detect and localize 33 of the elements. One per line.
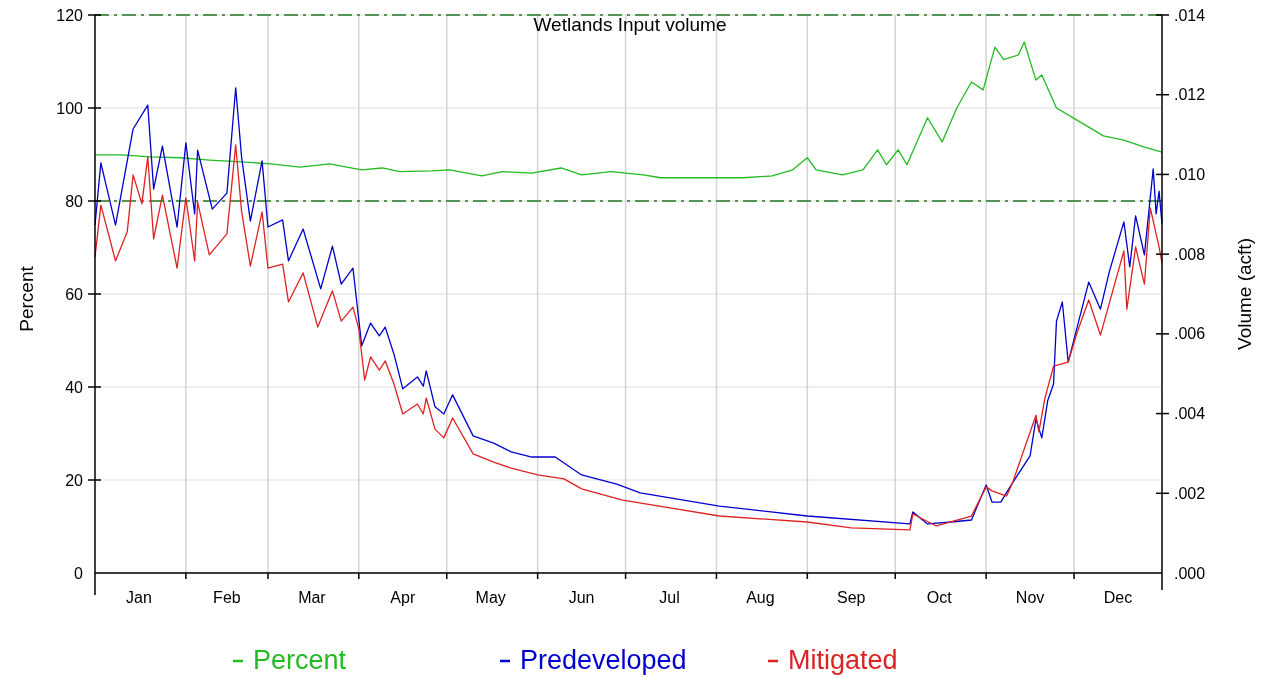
x-tick-label: May: [475, 588, 506, 606]
y-axis-title: Percent: [15, 265, 37, 332]
legend-label: Mitigated: [788, 645, 898, 676]
x-tick-label: Jan: [126, 588, 152, 606]
y2-tick-label: .006: [1174, 325, 1206, 343]
y2-tick-label: .014: [1174, 6, 1206, 24]
y-tick-label: 40: [65, 378, 84, 396]
y2-tick-label: .000: [1174, 564, 1206, 582]
chart-title: Wetlands Input volume: [533, 13, 727, 35]
y2-tick-label: .004: [1174, 405, 1206, 423]
y2-tick-label: .010: [1174, 166, 1206, 184]
y2-tick-label: .002: [1174, 484, 1206, 502]
x-tick-label: Oct: [926, 588, 953, 606]
x-tick-label: Jul: [659, 588, 680, 606]
y-tick-label: 100: [56, 99, 84, 117]
x-tick-label: Apr: [390, 588, 416, 606]
x-tick-label: Aug: [746, 588, 775, 606]
y2-tick-label: .008: [1174, 245, 1206, 263]
x-tick-label: Dec: [1103, 588, 1133, 606]
x-tick-label: Feb: [213, 588, 241, 606]
y-tick-label: 20: [65, 471, 84, 489]
legend-label: Percent: [253, 645, 347, 676]
x-tick-label: Jun: [568, 588, 595, 606]
y-tick-label: 60: [65, 285, 84, 303]
y2-axis-title: Volume (acft): [1233, 238, 1255, 350]
y-tick-label: 120: [56, 6, 84, 24]
y-tick-label: 0: [74, 564, 84, 582]
y-tick-label: 80: [65, 192, 84, 210]
x-tick-label: Nov: [1015, 588, 1045, 606]
x-tick-label: Mar: [298, 588, 327, 606]
x-tick-label: Sep: [837, 588, 866, 606]
y2-tick-label: .012: [1174, 86, 1206, 104]
legend-label: Predeveloped: [520, 645, 687, 676]
